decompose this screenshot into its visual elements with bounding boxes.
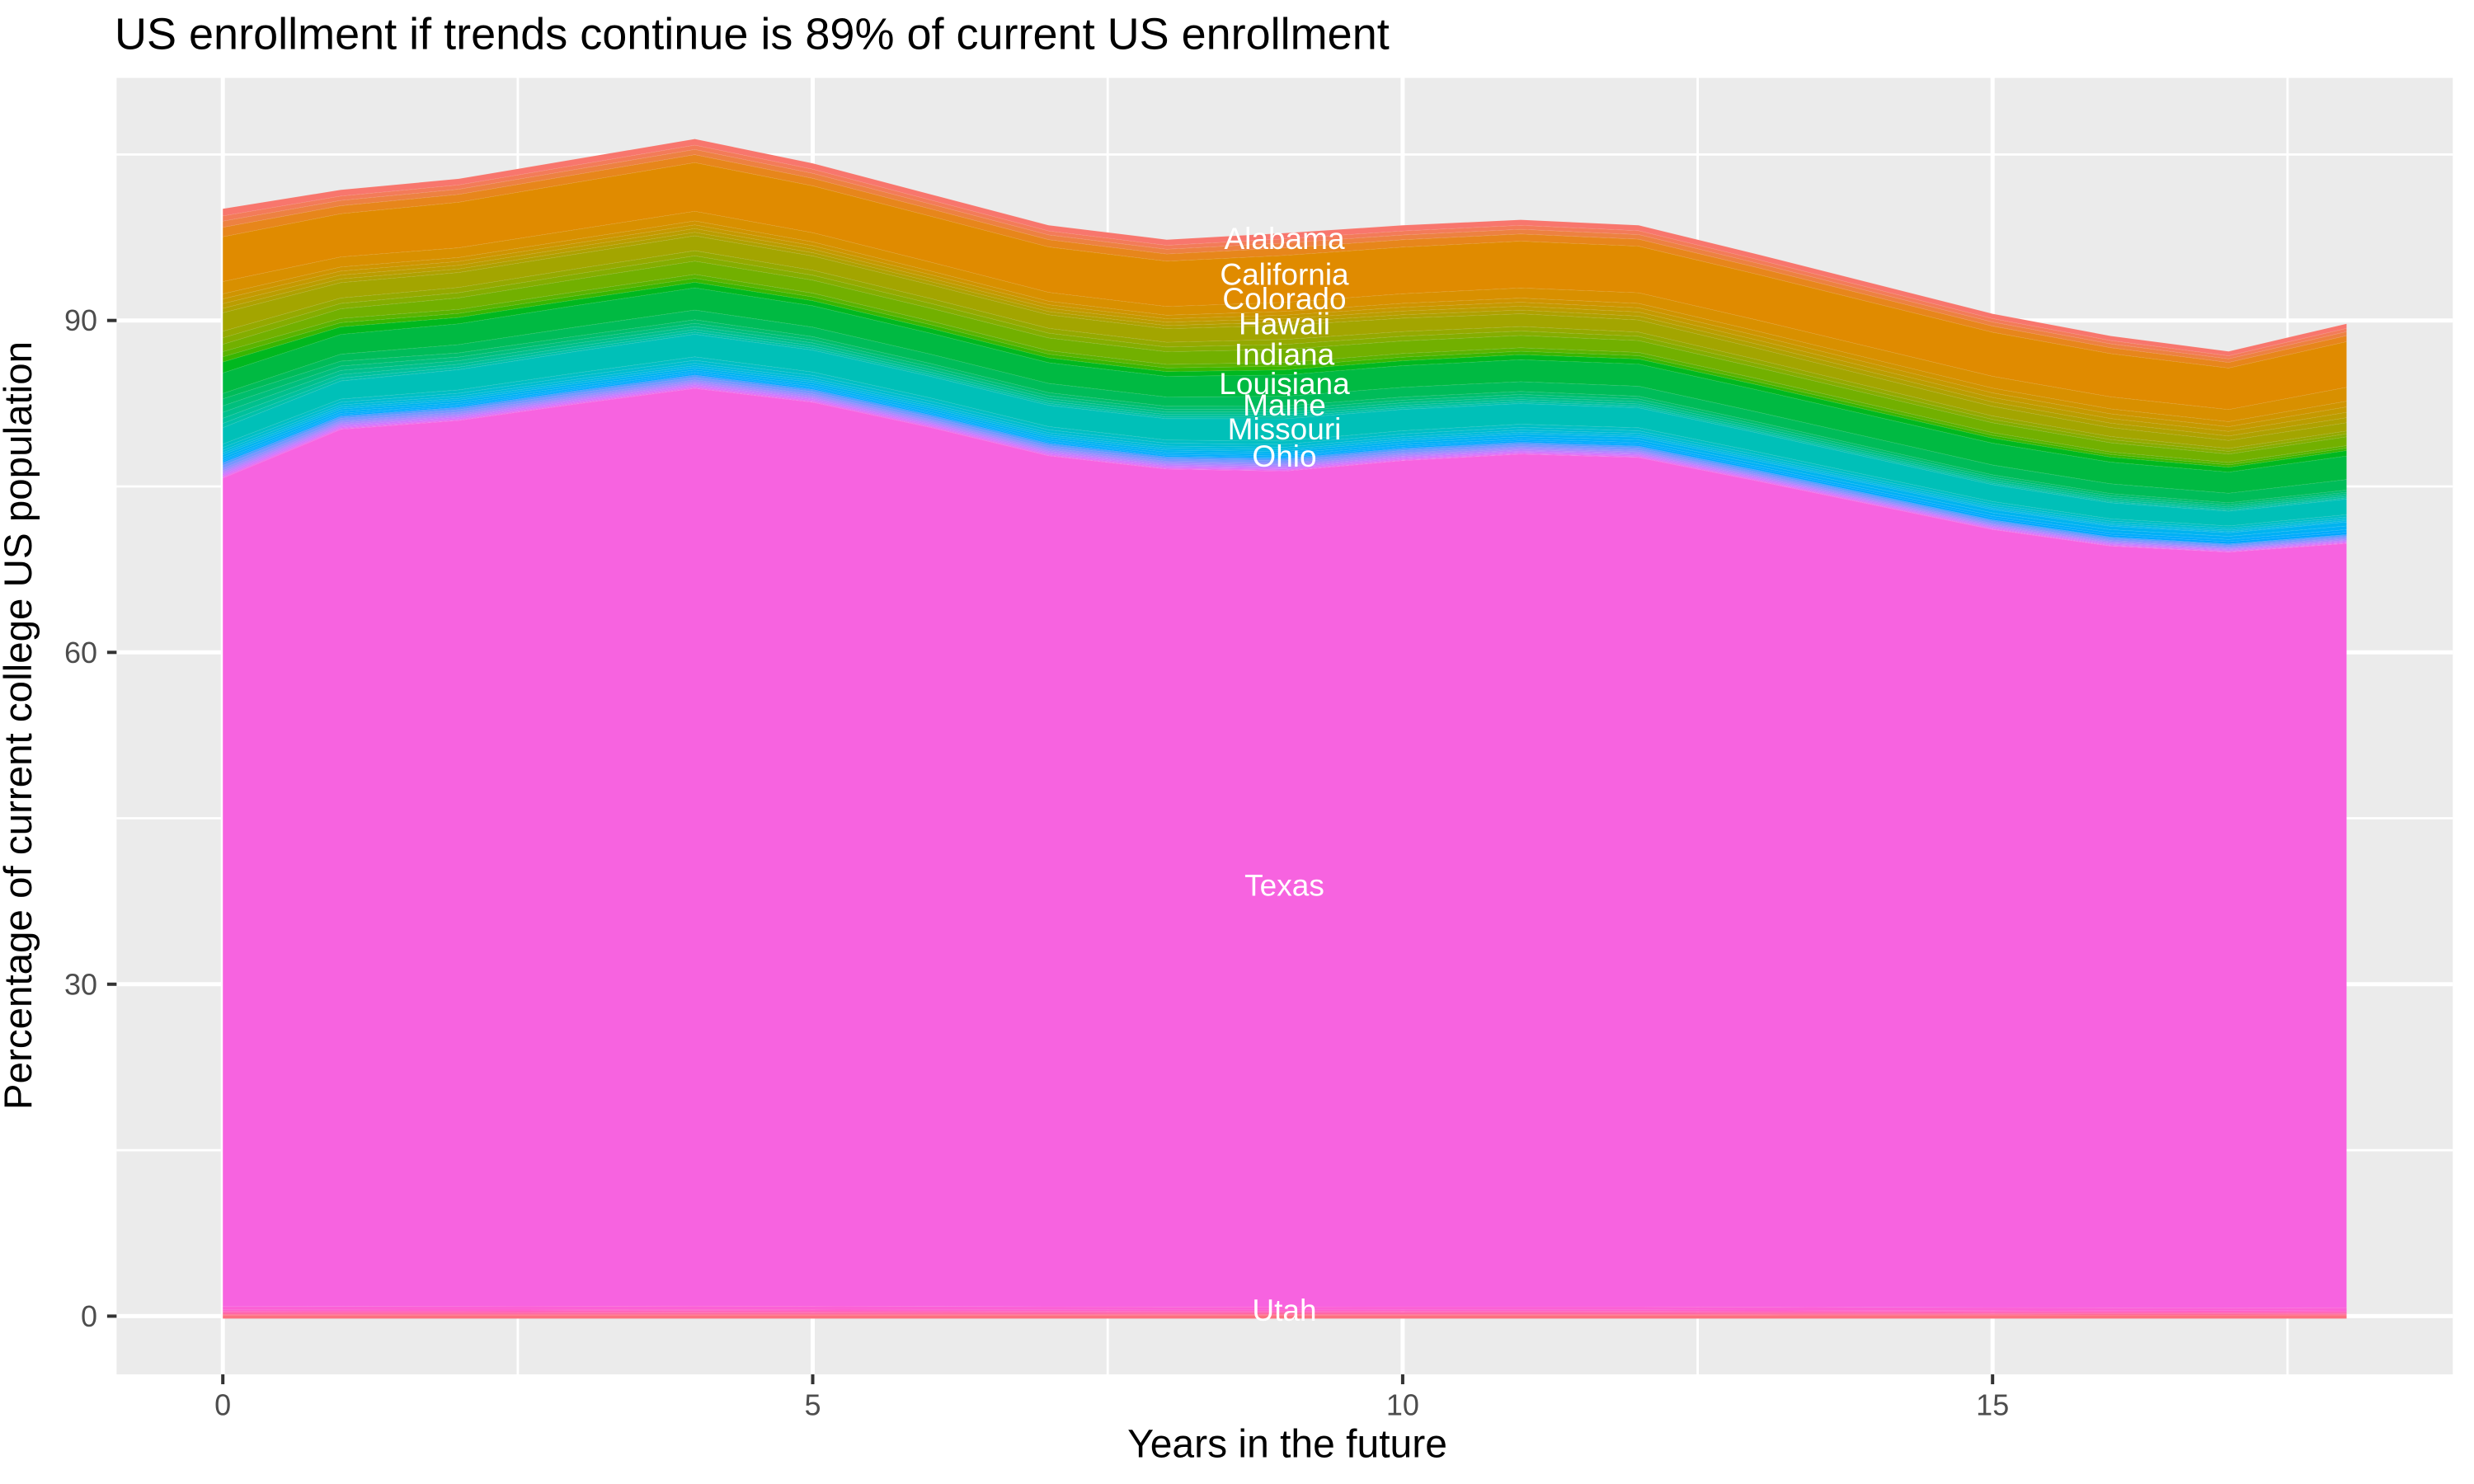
- svg-text:10: 10: [1386, 1388, 1419, 1422]
- svg-text:5: 5: [804, 1388, 821, 1422]
- svg-text:Texas: Texas: [1244, 869, 1324, 903]
- svg-text:Years in the future: Years in the future: [1127, 1423, 1447, 1467]
- svg-text:Percentage of current college: Percentage of current college US populat…: [0, 341, 40, 1110]
- svg-text:Louisiana: Louisiana: [1219, 367, 1350, 401]
- svg-text:Alabama: Alabama: [1224, 222, 1344, 256]
- svg-text:60: 60: [64, 636, 97, 669]
- svg-text:Indiana: Indiana: [1235, 338, 1335, 372]
- svg-text:Maine: Maine: [1243, 388, 1326, 422]
- svg-text:30: 30: [64, 967, 97, 1001]
- svg-text:15: 15: [1976, 1388, 2009, 1422]
- svg-text:US enrollment if trends contin: US enrollment if trends continue is 89% …: [115, 10, 1390, 59]
- svg-text:Utah: Utah: [1252, 1294, 1316, 1327]
- svg-text:0: 0: [214, 1388, 231, 1422]
- svg-text:Colorado: Colorado: [1222, 282, 1346, 316]
- svg-text:90: 90: [64, 303, 97, 337]
- svg-text:Missouri: Missouri: [1228, 412, 1342, 446]
- svg-text:Hawaii: Hawaii: [1239, 308, 1330, 341]
- svg-text:California: California: [1220, 258, 1349, 292]
- svg-text:0: 0: [81, 1299, 97, 1333]
- svg-text:Ohio: Ohio: [1252, 439, 1316, 473]
